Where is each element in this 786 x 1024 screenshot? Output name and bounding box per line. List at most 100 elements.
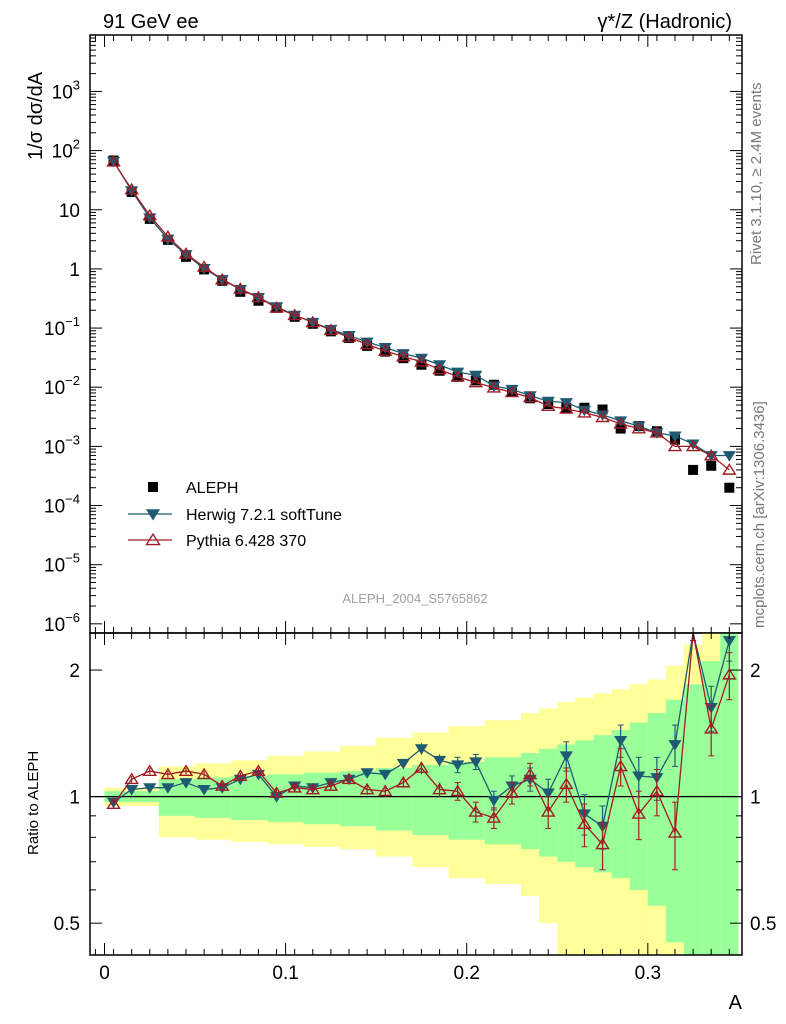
herwig-ratio-point [487,795,501,807]
herwig-point [668,431,682,443]
pythia-point [305,315,321,328]
pythia-ratio-point [196,767,212,780]
pythia-point [414,354,429,367]
herwig-ratio-point [432,755,447,767]
pythia-ratio-point [450,784,465,797]
pythia-point [703,448,719,461]
pythia-ratio-point [214,779,230,791]
pythia-point [124,182,139,195]
pythia-ratio-point [160,767,176,780]
pythia-ratio-point [522,767,538,780]
pythia-ratio-point [341,772,357,785]
pythia-point [341,330,357,343]
pythia-ratio-point [722,667,737,680]
pythia-point [233,282,248,294]
herwig-ratio-point [541,788,555,800]
main-ytick-label: 10 [59,201,80,222]
pythia-point [468,375,484,388]
pythia-point [196,260,212,272]
pythia-ratio-point [377,784,393,797]
pythia-line [112,161,730,471]
ratio-ytick-label: 0.5 [54,914,80,935]
ratio-ytick-label-right: 0.5 [750,914,776,935]
pythia-ratio-point [305,782,321,795]
mcplots-label: mcplots.cern.ch [arXiv:1306.3436] [751,401,768,628]
x-tick-label: 0.3 [635,963,661,984]
pythia-point [432,362,447,375]
pythia-ratio-point [540,805,556,817]
main-ytick-label: 103 [52,77,80,103]
pythia-point [613,417,628,429]
legend: ALEPH Herwig 7.2.1 softTune Pythia 6.428 3… [128,480,342,550]
pythia-point [486,381,502,393]
ratio-ylabel: Ratio to ALEPH [25,751,42,855]
legend-aleph-marker [148,482,158,492]
pythia-ratio-point [559,777,574,790]
aleph-point [688,464,699,475]
uncertainty-band-inner [702,661,721,955]
pythia-ratio-point [667,826,683,838]
x-tick-label: 0.1 [272,963,298,984]
pythia-point [667,439,683,452]
pythia-ratio-point [396,775,411,788]
pythia-point [631,421,647,434]
ratio-ytick-label-right: 2 [750,661,761,682]
pythia-ratio-point [631,807,647,819]
pythia-point [142,208,158,221]
pythia-point [595,410,610,423]
uncertainty-band-inner [484,757,522,845]
herwig-ratio-point [360,768,374,779]
uncertainty-band-inner [231,775,268,820]
pythia-point [359,337,375,350]
uncertainty-band-inner [267,774,304,823]
main-ytick-label: 10−2 [44,373,80,399]
main-ytick-label: 10−5 [44,551,80,577]
pythia-point [251,290,266,303]
herwig-ratio-point [668,740,682,751]
pythia-ratio-point [233,769,248,781]
pythia-point [323,323,339,336]
pythia-point [160,230,176,242]
herwig-point [614,416,628,427]
uncertainty-band-inner [593,735,612,873]
herwig-point [378,343,392,354]
pythia-ratio-point [106,797,121,809]
herwig-point [722,451,736,462]
main-ylabel: 1/σ dσ/dA [25,71,47,160]
pythia-ratio-point [486,811,502,823]
analysis-watermark: ALEPH_2004_S5765862 [342,591,487,606]
herwig-point [505,384,519,396]
pythia-point [722,463,737,475]
pythia-point [106,154,121,167]
pythia-ratio-point [432,782,447,795]
herwig-ratio-point [614,736,628,747]
pythia-ratio-point [414,761,429,773]
pythia-ratio-point [504,786,520,798]
ratio-frame [89,632,743,956]
pythia-point [377,344,393,356]
uncertainty-band-inner [720,633,739,955]
pythia-point [522,390,538,403]
legend-label: Pythia 6.428 370 [186,533,306,550]
legend-herwig-marker [145,509,161,521]
pythia-ratio-point [287,780,302,793]
pythia-ratio-point [595,837,610,850]
aleph-point [706,460,717,471]
herwig-point [469,370,483,382]
pythia-point [685,439,701,452]
rivet-label: Rivet 3.1.10, ≥ 2.4M events [748,83,765,266]
legend-pythia-marker [145,532,161,546]
pythia-ratio-point [468,805,484,817]
aleph-point [724,482,735,493]
legend-label: Herwig 7.2.1 softTune [186,507,342,524]
pythia-ratio-point [323,779,339,791]
pythia-point [559,402,574,414]
ratio-ytick-label: 2 [69,661,80,682]
uncertainty-band-inner [412,764,449,836]
pythia-ratio-point [142,764,158,776]
herwig-ratio-point [161,783,175,794]
pythia-point [396,349,411,362]
herwig-ratio-point [469,757,483,768]
pythia-point [504,385,520,398]
